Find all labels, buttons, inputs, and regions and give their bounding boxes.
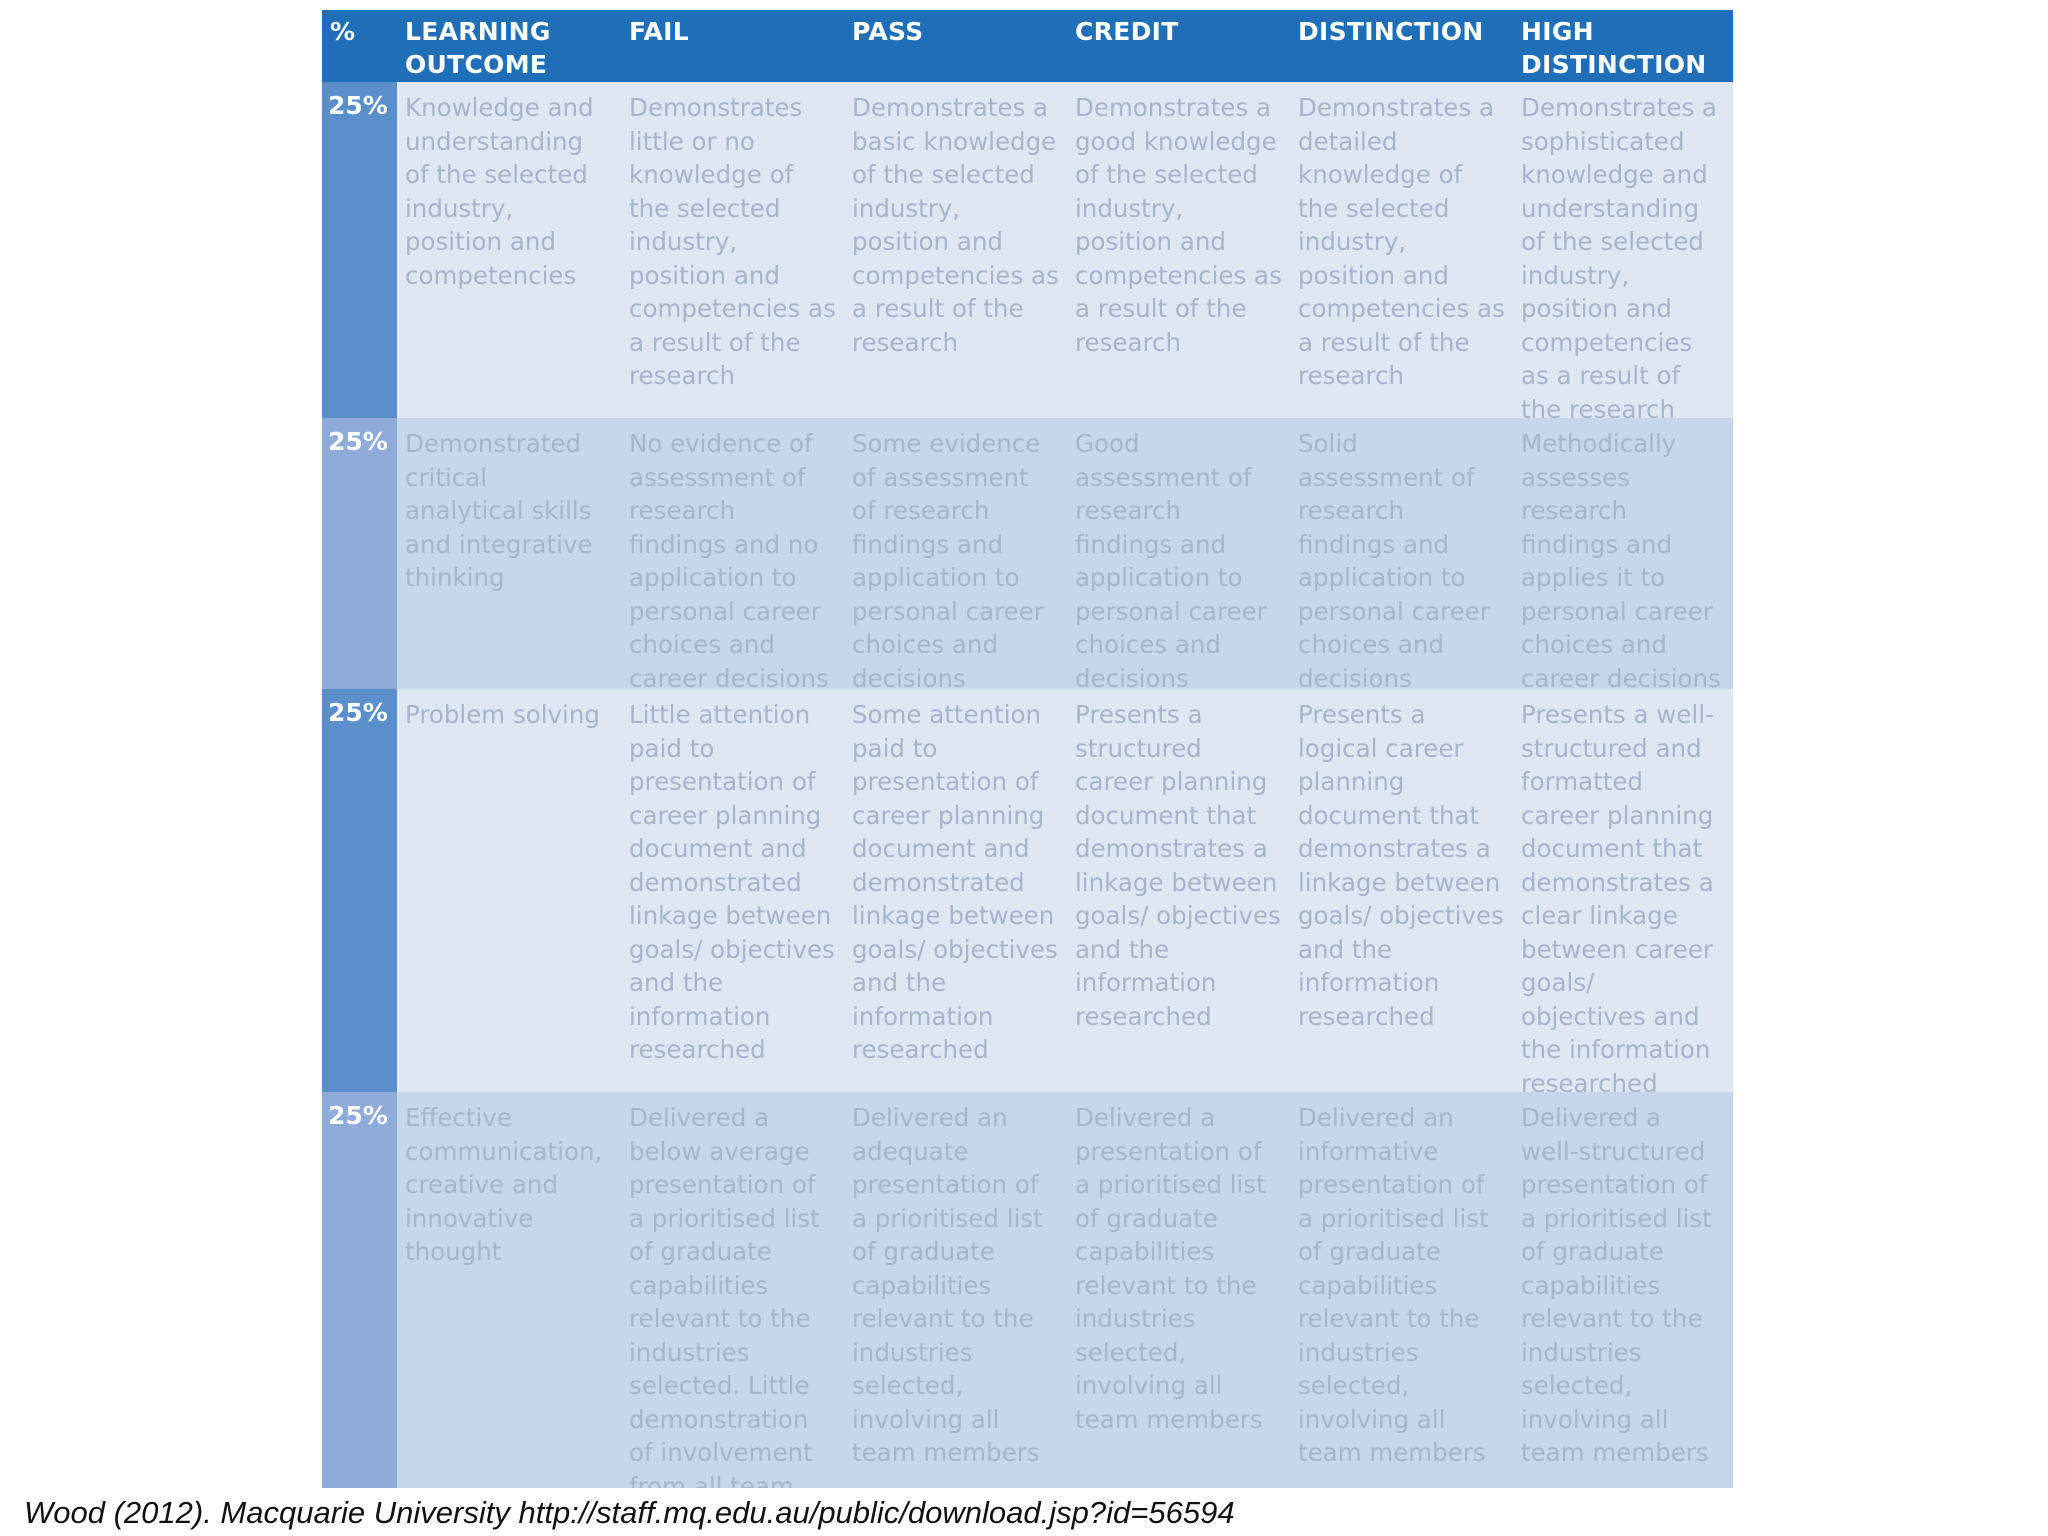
cell-pass: Some attention paid to presentation of c… (844, 689, 1067, 1092)
cell-fail: Demonstrates little or no knowledge of t… (621, 82, 844, 418)
cell-credit: Presents a structured career planning do… (1067, 689, 1290, 1092)
header-high-distinction: HIGH DISTINCTION (1513, 10, 1733, 82)
row-percent: 25% (322, 82, 397, 418)
cell-credit: Demonstrates a good knowledge of the sel… (1067, 82, 1290, 418)
header-distinction: DISTINCTION (1290, 10, 1513, 82)
row-percent: 25% (322, 689, 397, 1092)
cell-fail: Little attention paid to presentation of… (621, 689, 844, 1092)
header-fail: FAIL (621, 10, 844, 82)
header-learning-outcome: LEARNING OUTCOME (397, 10, 621, 82)
cell-high-distinction: Demonstrates a sophisticated knowledge a… (1513, 82, 1733, 418)
cell-fail: No evidence of assessment of research fi… (621, 418, 844, 689)
cell-high-distinction: Delivered a well-structured presentation… (1513, 1092, 1733, 1488)
row-percent: 25% (322, 418, 397, 689)
cell-distinction: Presents a logical career planning docum… (1290, 689, 1513, 1092)
header-percent: % (322, 10, 397, 82)
cell-fail: Delivered a below average presentation o… (621, 1092, 844, 1488)
cell-credit: Good assessment of research findings and… (1067, 418, 1290, 689)
row-percent: 25% (322, 1092, 397, 1488)
cell-distinction: Demonstrates a detailed knowledge of the… (1290, 82, 1513, 418)
cell-learning-outcome: Effective communication, creative and in… (397, 1092, 621, 1488)
cell-learning-outcome: Problem solving (397, 689, 621, 1092)
cell-distinction: Delivered an informative presentation of… (1290, 1092, 1513, 1488)
cell-pass: Demonstrates a basic knowledge of the se… (844, 82, 1067, 418)
cell-pass: Some evidence of assessment of research … (844, 418, 1067, 689)
header-pass: PASS (844, 10, 1067, 82)
cell-high-distinction: Presents a well-structured and formatted… (1513, 689, 1733, 1092)
cell-distinction: Solid assessment of research findings an… (1290, 418, 1513, 689)
cell-credit: Delivered a presentation of a prioritise… (1067, 1092, 1290, 1488)
cell-learning-outcome: Demonstrated critical analytical skills … (397, 418, 621, 689)
cell-high-distinction: Methodically assesses research findings … (1513, 418, 1733, 689)
source-caption: Wood (2012). Macquarie University http:/… (24, 1495, 1235, 1530)
rubric-table: % LEARNING OUTCOME FAIL PASS CREDIT DIST… (322, 10, 1733, 1488)
cell-pass: Delivered an adequate presentation of a … (844, 1092, 1067, 1488)
cell-learning-outcome: Knowledge and understanding of the selec… (397, 82, 621, 418)
header-credit: CREDIT (1067, 10, 1290, 82)
